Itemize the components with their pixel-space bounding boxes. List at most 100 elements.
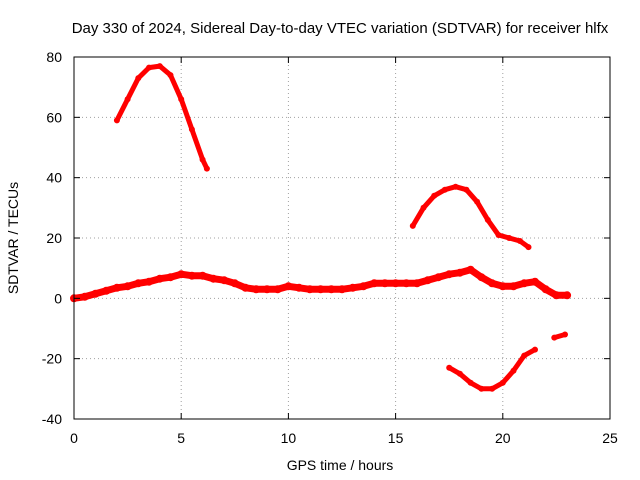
y-tick-label: 20 bbox=[46, 230, 62, 246]
data-point bbox=[452, 183, 459, 190]
y-tick-label: -40 bbox=[42, 411, 62, 427]
data-point bbox=[441, 186, 448, 193]
data-point bbox=[456, 370, 463, 377]
data-point bbox=[348, 283, 357, 292]
data-point bbox=[413, 279, 421, 288]
data-point bbox=[241, 283, 250, 292]
data-point bbox=[541, 285, 550, 294]
data-point bbox=[359, 282, 368, 291]
y-tick-label: 60 bbox=[46, 109, 62, 125]
data-point bbox=[305, 285, 314, 294]
data-point bbox=[316, 285, 325, 294]
data-point bbox=[531, 277, 539, 286]
data-point bbox=[446, 364, 453, 371]
data-point bbox=[134, 279, 143, 288]
data-point bbox=[521, 352, 528, 359]
data-point bbox=[338, 285, 346, 294]
x-tick-label: 20 bbox=[495, 430, 511, 446]
data-point bbox=[409, 222, 416, 229]
data-point bbox=[198, 271, 207, 280]
y-axis-label: SDTVAR / TECUs bbox=[5, 182, 21, 294]
data-point bbox=[123, 282, 132, 291]
data-point bbox=[199, 156, 206, 163]
y-tick-label: 0 bbox=[54, 290, 62, 306]
data-point bbox=[295, 283, 304, 292]
data-point bbox=[563, 291, 572, 300]
data-point bbox=[431, 192, 438, 199]
data-point bbox=[166, 273, 175, 282]
chart-title: Day 330 of 2024, Sidereal Day-to-day VTE… bbox=[72, 20, 609, 37]
data-point bbox=[167, 72, 174, 79]
data-point bbox=[188, 126, 195, 133]
data-point bbox=[155, 274, 164, 283]
data-point bbox=[474, 198, 481, 205]
y-tick-label: 40 bbox=[46, 170, 62, 186]
data-point bbox=[525, 244, 532, 251]
data-point bbox=[510, 367, 517, 374]
data-point bbox=[520, 279, 529, 288]
data-point bbox=[509, 282, 518, 291]
data-point bbox=[252, 285, 261, 294]
data-point bbox=[434, 273, 443, 282]
x-tick-label: 0 bbox=[70, 430, 78, 446]
data-point bbox=[203, 165, 210, 172]
data-point bbox=[156, 63, 163, 70]
data-point bbox=[499, 379, 506, 386]
data-point bbox=[177, 270, 186, 279]
data-point bbox=[562, 331, 568, 338]
data-point bbox=[551, 334, 558, 341]
data-point bbox=[498, 282, 507, 291]
data-point bbox=[517, 238, 523, 244]
data-point bbox=[467, 379, 474, 386]
data-point bbox=[455, 268, 464, 277]
data-point bbox=[209, 274, 218, 283]
data-point bbox=[420, 204, 427, 211]
data-point bbox=[102, 286, 111, 295]
x-tick-label: 10 bbox=[281, 430, 297, 446]
data-point bbox=[532, 346, 538, 353]
data-point bbox=[445, 270, 454, 279]
data-point bbox=[327, 285, 336, 294]
data-point bbox=[380, 279, 389, 288]
data-point bbox=[495, 232, 502, 238]
data-point bbox=[124, 96, 131, 103]
data-point bbox=[370, 279, 379, 288]
y-tick-label: -20 bbox=[42, 351, 62, 367]
data-point bbox=[230, 279, 239, 288]
data-point bbox=[489, 385, 496, 392]
data-point bbox=[135, 75, 142, 82]
data-point bbox=[477, 273, 486, 282]
series-line-2 bbox=[114, 63, 210, 172]
data-point bbox=[263, 285, 271, 294]
series-group bbox=[70, 63, 572, 392]
axis-ticks: 0 5 10 15 20 25 -40 -20 0 20 40 60 80 bbox=[42, 49, 618, 446]
x-tick-label: 25 bbox=[602, 430, 618, 446]
data-point bbox=[402, 279, 411, 288]
data-point bbox=[220, 276, 229, 285]
data-point bbox=[187, 271, 196, 280]
data-point bbox=[506, 235, 513, 241]
data-point bbox=[80, 292, 89, 301]
data-point bbox=[463, 186, 470, 193]
data-point bbox=[284, 282, 293, 291]
data-point bbox=[112, 283, 121, 292]
data-point bbox=[91, 289, 100, 298]
data-point bbox=[178, 96, 185, 103]
data-point bbox=[113, 117, 120, 124]
y-tick-label: 80 bbox=[46, 49, 62, 65]
x-axis-label: GPS time / hours bbox=[287, 457, 394, 473]
data-point bbox=[423, 276, 432, 285]
data-point bbox=[391, 279, 400, 288]
data-point bbox=[478, 385, 485, 392]
data-point bbox=[488, 279, 497, 288]
data-point bbox=[484, 216, 491, 223]
data-point bbox=[145, 277, 153, 286]
data-point bbox=[552, 291, 561, 300]
data-point bbox=[466, 265, 475, 274]
data-point bbox=[146, 64, 152, 71]
x-tick-label: 15 bbox=[388, 430, 404, 446]
data-point bbox=[273, 285, 282, 294]
x-tick-label: 5 bbox=[177, 430, 185, 446]
grid bbox=[74, 57, 610, 419]
